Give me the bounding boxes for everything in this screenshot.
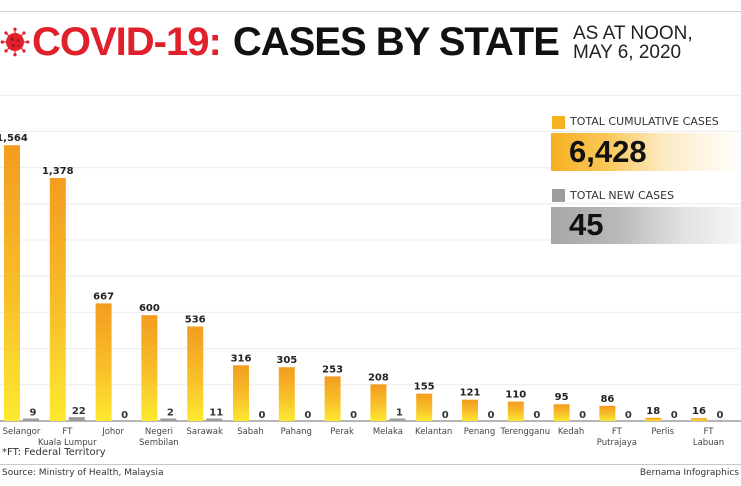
footnote: *FT: Federal Territory [2, 447, 106, 458]
x-tick-label: Terengganu [499, 427, 550, 437]
bar-new-cases [160, 418, 177, 421]
bar-cumulative [507, 401, 524, 421]
data-label-cumulative: 155 [414, 382, 435, 393]
data-label-new-cases: 0 [442, 410, 449, 421]
bar-new-cases [68, 417, 85, 421]
x-tick-label: FT [704, 427, 715, 437]
data-label-new-cases: 0 [259, 410, 266, 421]
bar-cumulative [645, 417, 662, 421]
bar-cumulative [4, 145, 20, 421]
bar-cumulative [324, 376, 341, 421]
credit-text: Bernama Infographics [639, 468, 739, 478]
data-label-cumulative: 253 [322, 364, 343, 375]
as-at-date: AS AT NOON, MAY 6, 2020 [573, 24, 693, 62]
data-label-cumulative: 18 [646, 406, 660, 417]
data-label-cumulative: 667 [93, 291, 114, 302]
data-label-new-cases: 0 [121, 410, 128, 421]
cumulative-value-box [551, 133, 741, 171]
x-tick-label: Labuan [693, 438, 724, 448]
data-label-new-cases: 22 [72, 406, 86, 417]
title-covid: COVID-19: [32, 19, 222, 64]
bar-cumulative [370, 384, 387, 421]
data-label-new-cases: 2 [167, 408, 174, 419]
footer-divider [0, 464, 741, 465]
bar-cumulative [141, 315, 158, 421]
x-tick-label: Kelantan [415, 427, 452, 437]
data-label-new-cases: 0 [304, 410, 311, 421]
bar-cumulative [95, 303, 112, 421]
new-cases-legend-swatch [552, 189, 565, 202]
cumulative-label: TOTAL CUMULATIVE CASES [570, 115, 719, 128]
x-tick-label: Pahang [281, 427, 312, 437]
data-label-new-cases: 0 [717, 410, 724, 421]
bar-new-cases [389, 418, 406, 421]
bar-cumulative [553, 404, 570, 421]
x-tick-label: Perlis [651, 427, 674, 437]
cumulative-value: 6,428 [569, 134, 647, 169]
data-label-cumulative: 316 [231, 353, 252, 364]
data-label-cumulative: 1,564 [0, 133, 28, 144]
data-label-new-cases: 0 [488, 410, 495, 421]
x-tick-label: Negeri [145, 427, 173, 437]
data-label-new-cases: 1 [396, 408, 403, 419]
x-tick-label: Johor [101, 427, 124, 437]
x-tick-label: FT [612, 427, 623, 437]
as-at-line1: AS AT NOON, [573, 23, 693, 44]
x-tick-label: Putrajaya [597, 438, 637, 448]
bar-cumulative [233, 365, 249, 421]
new-cases-value: 45 [569, 207, 604, 242]
data-label-cumulative: 600 [139, 303, 160, 314]
bar-cumulative [49, 178, 66, 421]
data-label-new-cases: 0 [671, 410, 678, 421]
data-label-cumulative: 16 [692, 406, 706, 417]
data-label-cumulative: 121 [460, 388, 481, 399]
x-tick-label: Sembilan [139, 438, 179, 448]
x-tick-label: Penang [464, 427, 495, 437]
x-tick-label: Perak [330, 427, 354, 437]
data-label-cumulative: 536 [185, 314, 206, 325]
x-tick-label: Kuala Lumpur [38, 438, 97, 448]
new-cases-label: TOTAL NEW CASES [570, 189, 675, 202]
as-at-line2: MAY 6, 2020 [573, 42, 682, 63]
data-label-new-cases: 0 [579, 410, 586, 421]
data-label-cumulative: 305 [276, 355, 297, 366]
data-label-cumulative: 1,378 [42, 166, 74, 177]
x-tick-label: Sabah [237, 427, 264, 437]
bar-cumulative [416, 393, 433, 421]
data-label-new-cases: 9 [30, 408, 37, 419]
bar-cumulative [691, 418, 707, 421]
bar-new-cases [23, 418, 39, 421]
x-tick-label: Kedah [558, 427, 584, 437]
data-label-new-cases: 11 [209, 408, 223, 419]
data-label-cumulative: 110 [505, 390, 526, 401]
title-cases-by-state: CASES BY STATE [232, 19, 560, 64]
x-tick-label: FT [62, 427, 73, 437]
cumulative-legend-swatch [552, 116, 565, 129]
bar-cumulative [278, 367, 295, 421]
bar-cumulative [462, 399, 478, 421]
source-text: Source: Ministry of Health, Malaysia [2, 468, 164, 478]
bar-new-cases [206, 418, 223, 421]
data-label-new-cases: 0 [625, 410, 632, 421]
top-divider [0, 11, 741, 12]
new-cases-value-box [551, 207, 741, 244]
data-label-cumulative: 86 [600, 394, 614, 405]
bar-cumulative [599, 405, 616, 421]
data-label-new-cases: 0 [533, 410, 540, 421]
data-label-cumulative: 208 [368, 372, 389, 383]
coronavirus-icon [0, 27, 30, 57]
bar-cumulative [187, 326, 204, 421]
x-tick-label: Melaka [373, 427, 403, 437]
data-label-new-cases: 0 [350, 410, 357, 421]
x-tick-label: Sarawak [187, 427, 223, 437]
page-title: COVID-19: CASES BY STATE [0, 14, 560, 70]
data-label-cumulative: 95 [555, 392, 569, 403]
x-tick-label: Selangor [3, 427, 41, 437]
